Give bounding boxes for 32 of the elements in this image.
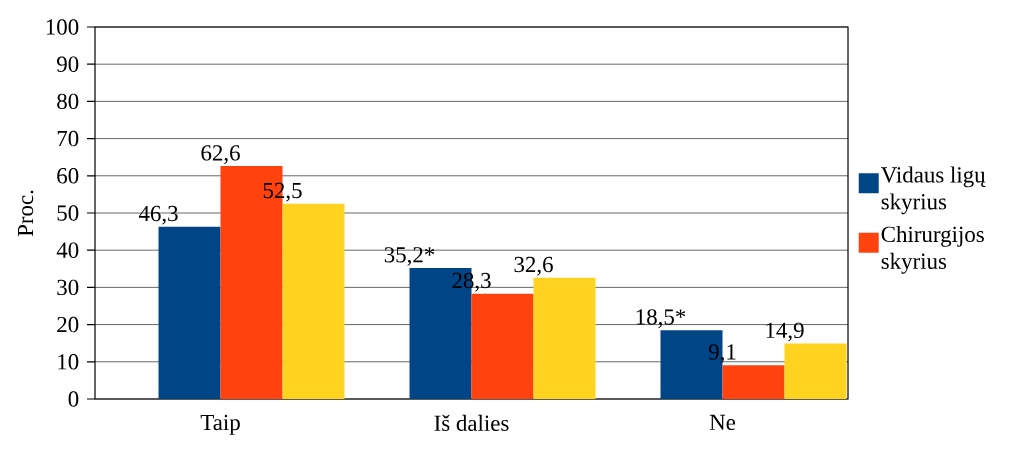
bar (282, 203, 345, 399)
data-label: 18,5* (636, 309, 686, 328)
y-tick-label: 0 (68, 391, 79, 407)
data-label: 52,5 (263, 182, 302, 202)
bar (784, 343, 847, 399)
y-tick-label: 20 (57, 316, 79, 333)
y-tick-label: 100 (46, 19, 79, 35)
y-tick-label: 70 (57, 130, 79, 147)
x-tick-label: Ne (709, 414, 736, 431)
y-axis-title: Proc. (17, 190, 34, 237)
data-label: 46,3 (138, 205, 178, 225)
bar (533, 277, 596, 399)
y-tick-label: 60 (57, 168, 79, 184)
bar (722, 365, 785, 399)
data-label: 9,1 (708, 344, 736, 363)
y-tick-label: 50 (57, 205, 79, 221)
legend-label: Vidaus ligų skyrius (880, 166, 986, 215)
data-label: 35,2* (384, 247, 435, 266)
data-label: 32,6 (514, 256, 553, 276)
bar (158, 226, 221, 399)
bar (471, 293, 534, 399)
y-tick-label: 10 (58, 354, 79, 370)
data-label: 28,3 (452, 272, 491, 292)
y-tick-label: 30 (57, 279, 79, 296)
y-tick-label: 40 (56, 242, 79, 258)
x-tick-label: Taip (200, 414, 240, 435)
y-tick-label: 80 (57, 93, 79, 110)
legend-label: Chirurgijos skyrius (881, 225, 984, 274)
x-tick-label: Iš dalies (434, 414, 509, 431)
y-tick-label: 90 (56, 56, 79, 72)
data-label: 14,9 (766, 322, 804, 342)
data-label: 62,6 (201, 145, 240, 164)
